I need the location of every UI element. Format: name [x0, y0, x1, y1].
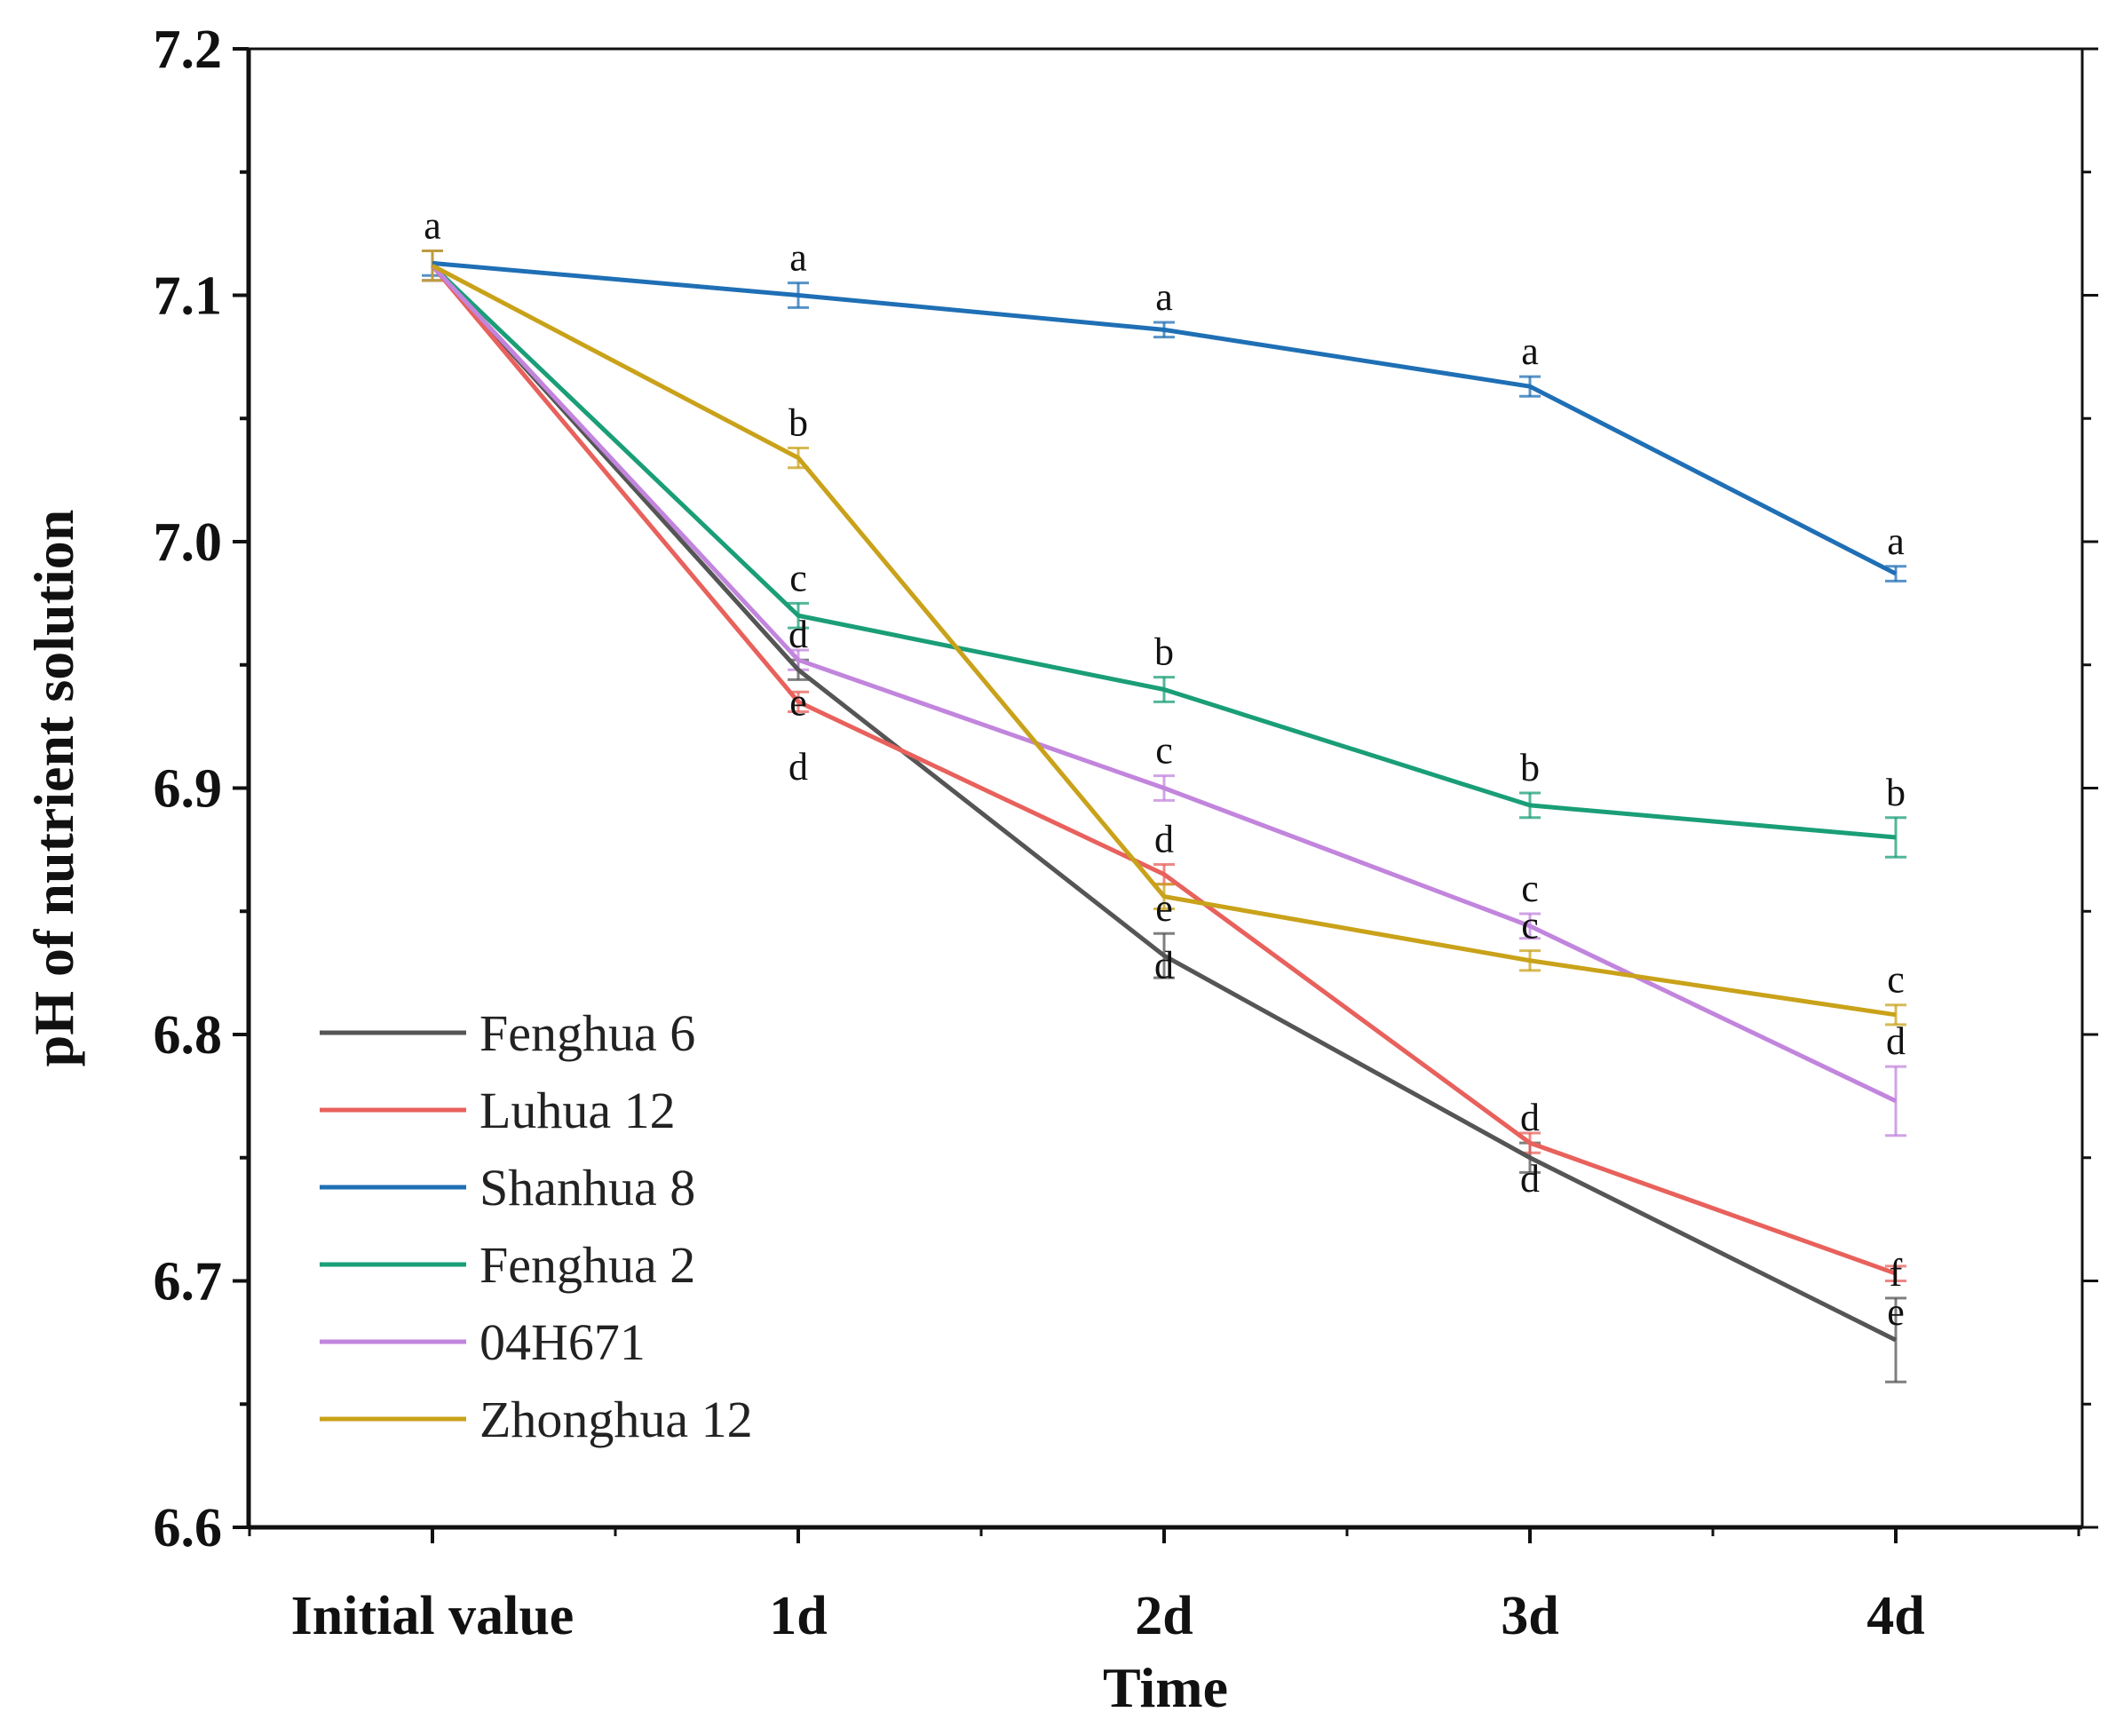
sig-letter-fenghua-2: b — [1154, 630, 1174, 674]
legend-label-fenghua-6: Fenghua 6 — [479, 1004, 695, 1062]
y-tick-label: 6.6 — [154, 1498, 223, 1558]
sig-letter-04h671: d — [1886, 1019, 1906, 1063]
sig-letter-zhonghua-12: c — [1521, 904, 1539, 947]
sig-letter-fenghua-6: d — [1520, 1096, 1540, 1139]
sig-letter-zhonghua-12: b — [789, 401, 808, 445]
legend-label-luhua-12: Luhua 12 — [479, 1082, 676, 1139]
sig-letter-luhua-12: e — [789, 680, 807, 724]
y-axis-title: pH of nutrient solution — [22, 510, 85, 1067]
legend: Fenghua 6 Luhua 12 Shanhua 8 Fenghua 2 04H67… — [320, 1004, 753, 1448]
sig-letter-fenghua-6: f — [1890, 1251, 1903, 1295]
legend-label-shanhua-8: Shanhua 8 — [479, 1159, 695, 1217]
series-line-luhua-12 — [431, 264, 1897, 1276]
legend-label-zhonghua-12: Zhonghua 12 — [479, 1391, 753, 1448]
series-line-fenghua-6 — [431, 264, 1898, 1343]
sig-letter-shanhua-8: a — [1521, 329, 1539, 373]
y-tick-label: 6.7 — [154, 1252, 223, 1312]
x-tick-label: 2d — [1135, 1586, 1193, 1646]
sig-letter-luhua-12: d — [1154, 818, 1174, 861]
sig-letter-fenghua-6: e — [1155, 886, 1173, 930]
x-tick-label: 1d — [769, 1586, 827, 1646]
sig-letter-shanhua-8: a — [1155, 275, 1173, 319]
sig-letter-luhua-12: d — [1520, 1157, 1540, 1201]
series-line-zhonghua-12 — [431, 263, 1897, 1018]
x-axis-title: Time — [1103, 1656, 1228, 1719]
x-tick-label: 4d — [1866, 1586, 1924, 1646]
series-lines — [431, 260, 1898, 1343]
x-tick-label: 3d — [1501, 1586, 1558, 1646]
sig-letter-fenghua-2: c — [789, 556, 807, 599]
y-tick-label: 7.2 — [154, 20, 223, 80]
sig-letter-zhonghua-12: c — [1887, 958, 1905, 1002]
sig-letter-fenghua-6: d — [789, 613, 808, 656]
y-tick-label: 6.9 — [154, 759, 223, 820]
sig-letter-fenghua-2: b — [1520, 746, 1540, 789]
series-line-shanhua-8 — [432, 260, 1898, 576]
y-tick-label: 7.1 — [154, 266, 223, 327]
sig-letter-zhonghua-12: d — [1154, 944, 1174, 987]
sig-letter-04h671: c — [1155, 729, 1173, 773]
x-tick-label: Initial value — [291, 1586, 575, 1646]
sig-letter-shanhua-8: a — [1887, 519, 1905, 563]
axes: 6.6 6.7 6.8 6.9 7.0 7.1 7.2 Initial value 1d 2d 3d… — [154, 20, 2098, 1646]
sig-letter-fenghua-6: a — [424, 204, 441, 248]
series-line-04h671 — [431, 264, 1898, 1104]
sig-letter-shanhua-8: a — [789, 236, 807, 280]
legend-label-04h671: 04H671 — [479, 1313, 646, 1371]
sig-letter-04h671: d — [789, 745, 808, 789]
sig-letter-04h671: c — [1521, 867, 1539, 910]
sig-letter-luhua-12: e — [1887, 1290, 1905, 1334]
sig-letter-fenghua-2: b — [1886, 771, 1906, 814]
y-tick-label: 6.8 — [154, 1005, 223, 1066]
legend-label-fenghua-2: Fenghua 2 — [479, 1236, 695, 1294]
y-tick-label: 7.0 — [154, 512, 223, 573]
series-line-fenghua-2 — [431, 264, 1897, 840]
